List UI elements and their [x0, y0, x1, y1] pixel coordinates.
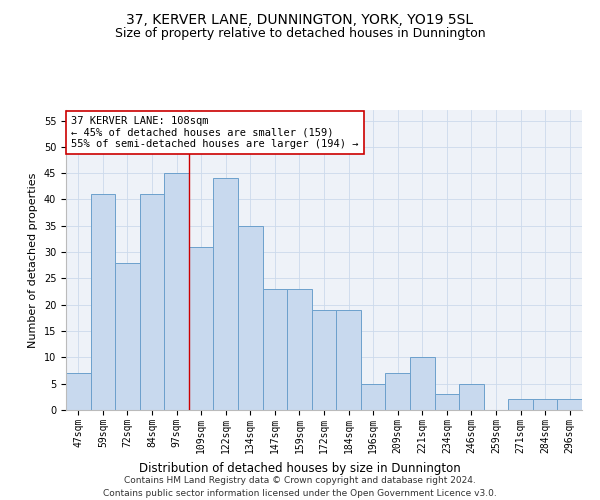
- Text: 37 KERVER LANE: 108sqm
← 45% of detached houses are smaller (159)
55% of semi-de: 37 KERVER LANE: 108sqm ← 45% of detached…: [71, 116, 359, 149]
- Bar: [115, 262, 140, 410]
- Y-axis label: Number of detached properties: Number of detached properties: [28, 172, 38, 348]
- Bar: [189, 247, 214, 410]
- Bar: [140, 194, 164, 410]
- Bar: [312, 310, 336, 410]
- Bar: [66, 373, 91, 410]
- Text: Size of property relative to detached houses in Dunnington: Size of property relative to detached ho…: [115, 28, 485, 40]
- Text: Contains HM Land Registry data © Crown copyright and database right 2024.
Contai: Contains HM Land Registry data © Crown c…: [103, 476, 497, 498]
- Bar: [410, 358, 434, 410]
- Bar: [336, 310, 361, 410]
- Bar: [214, 178, 238, 410]
- Text: Distribution of detached houses by size in Dunnington: Distribution of detached houses by size …: [139, 462, 461, 475]
- Text: 37, KERVER LANE, DUNNINGTON, YORK, YO19 5SL: 37, KERVER LANE, DUNNINGTON, YORK, YO19 …: [127, 12, 473, 26]
- Bar: [434, 394, 459, 410]
- Bar: [238, 226, 263, 410]
- Bar: [557, 400, 582, 410]
- Bar: [533, 400, 557, 410]
- Bar: [361, 384, 385, 410]
- Bar: [385, 373, 410, 410]
- Bar: [459, 384, 484, 410]
- Bar: [287, 289, 312, 410]
- Bar: [91, 194, 115, 410]
- Bar: [508, 400, 533, 410]
- Bar: [164, 173, 189, 410]
- Bar: [263, 289, 287, 410]
